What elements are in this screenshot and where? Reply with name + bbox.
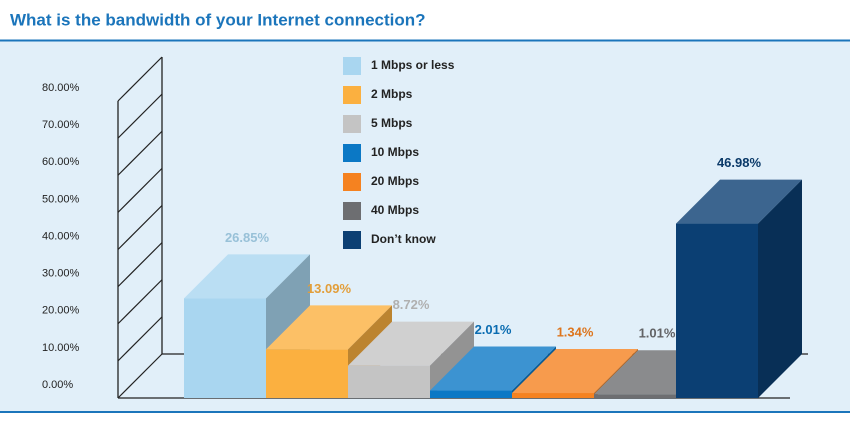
bar-top <box>430 346 556 391</box>
bar <box>430 390 512 398</box>
bar-top <box>266 305 392 350</box>
legend-label: 2 Mbps <box>371 87 413 101</box>
legend-swatch <box>343 231 361 249</box>
legend-label: 40 Mbps <box>371 203 419 217</box>
y-tick-label: 30.00% <box>42 268 80 280</box>
value-label: 1.34% <box>557 324 594 339</box>
bar-top <box>676 179 802 224</box>
legend-swatch <box>343 202 361 220</box>
legend-label: 20 Mbps <box>371 174 419 188</box>
value-label: 2.01% <box>475 322 512 337</box>
grid-line <box>117 56 163 102</box>
legend-label: Don’t know <box>371 232 436 246</box>
bar-top <box>184 254 310 299</box>
grid-line <box>117 242 163 288</box>
bar <box>348 365 430 398</box>
bar-top <box>348 321 474 366</box>
y-tick-label: 40.00% <box>42 230 80 242</box>
legend-swatch <box>343 173 361 191</box>
legend-swatch <box>343 144 361 162</box>
y-tick-label: 0.00% <box>42 379 73 391</box>
y-tick-label: 50.00% <box>42 193 80 205</box>
legend-swatch <box>343 86 361 104</box>
legend-label: 1 Mbps or less <box>371 58 455 72</box>
value-label: 1.01% <box>639 326 676 341</box>
grid-line <box>117 279 163 325</box>
bar <box>512 393 594 398</box>
bar-side <box>758 179 802 398</box>
y-tick-label: 80.00% <box>42 82 80 94</box>
bar <box>266 349 348 398</box>
bar-side <box>430 321 474 398</box>
value-label: 26.85% <box>225 230 270 245</box>
y-tick-label: 60.00% <box>42 156 80 168</box>
value-label: 46.98% <box>717 155 762 170</box>
y-tick-label: 20.00% <box>42 305 80 317</box>
bar <box>676 223 758 398</box>
grid-line <box>117 316 163 362</box>
bar <box>594 394 676 398</box>
grid-line <box>117 167 163 213</box>
value-label: 8.72% <box>393 297 430 312</box>
legend-swatch <box>343 115 361 133</box>
chart-title: What is the bandwidth of your Internet c… <box>10 10 426 29</box>
legend-label: 10 Mbps <box>371 145 419 159</box>
legend-label: 5 Mbps <box>371 116 413 130</box>
y-tick-label: 70.00% <box>42 119 80 131</box>
grid-line <box>117 353 163 399</box>
bar-top <box>512 349 638 394</box>
bar <box>184 298 266 398</box>
grid-line <box>117 205 163 250</box>
grid-line <box>117 93 163 139</box>
y-tick-label: 10.00% <box>42 342 80 354</box>
grid-line <box>117 130 163 176</box>
legend-swatch <box>343 57 361 75</box>
value-label: 13.09% <box>307 281 352 296</box>
